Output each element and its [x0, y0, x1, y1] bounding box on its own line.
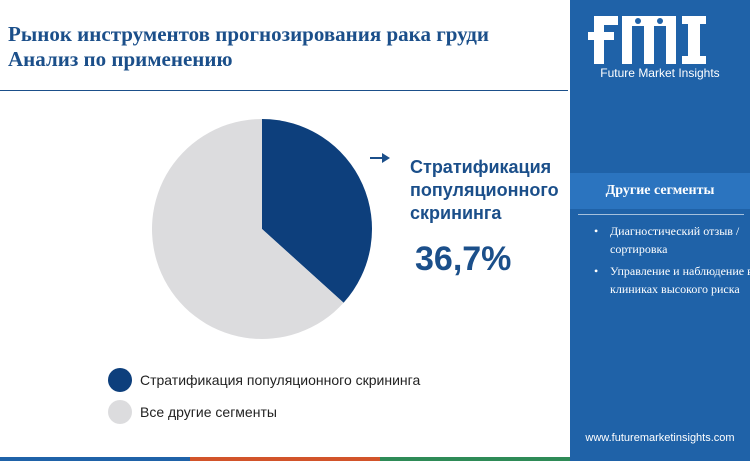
segment-item: Диагностический отзыв / сортировка	[594, 222, 750, 258]
segments-list: Диагностический отзыв / сортировка Управ…	[590, 222, 750, 302]
bottom-color-bar	[0, 457, 570, 461]
segment-item: Управление и наблюдение в клиниках высок…	[594, 262, 750, 298]
title-line-1: Рынок инструментов прогнозирования рака …	[8, 22, 490, 46]
legend-item-other: Все другие сегменты	[108, 398, 420, 426]
legend-swatch-other	[108, 400, 132, 424]
legend-label-primary: Стратификация популяционного скрининга	[140, 372, 421, 388]
callout-arrow-icon	[370, 153, 390, 163]
pie-slice-other	[151, 119, 344, 339]
chart-title: Рынок инструментов прогнозирования рака …	[8, 22, 568, 72]
segments-divider	[578, 214, 744, 215]
legend-item-primary: Стратификация популяционного скрининга	[108, 366, 420, 394]
title-divider	[0, 90, 568, 91]
pie-slice-primary	[262, 119, 372, 303]
pie-chart	[151, 119, 372, 339]
sidebar: fmi Future Market Insights Другие сегмен…	[570, 0, 750, 461]
fmi-logo: fmi	[588, 16, 706, 64]
legend-swatch-primary	[108, 368, 132, 392]
callout-value: 36,7%	[415, 240, 512, 278]
segments-title: Другие сегменты	[570, 173, 750, 209]
legend-label-other: Все другие сегменты	[140, 404, 277, 420]
callout-label: Стратификация популяционного скрининга	[410, 157, 559, 223]
legend: Стратификация популяционного скрининга В…	[108, 366, 420, 430]
website-link[interactable]: www.futuremarketinsights.com	[585, 432, 735, 444]
logo-tagline: Future Market Insights	[600, 66, 720, 80]
title-line-2: Анализ по применению	[8, 47, 233, 71]
